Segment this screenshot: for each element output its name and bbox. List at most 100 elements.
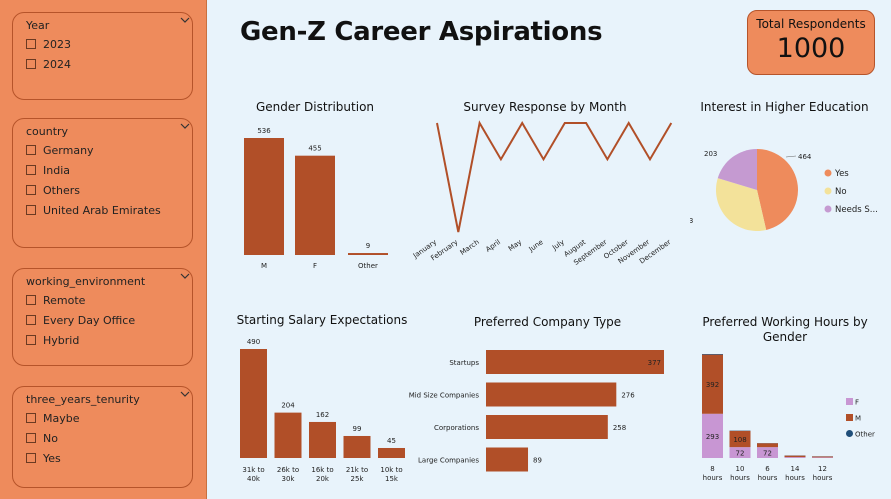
tick-label: Large Companies	[418, 457, 479, 465]
slicer-option-india[interactable]: India	[26, 160, 180, 180]
data-label: 293	[706, 433, 719, 441]
checkbox[interactable]	[26, 59, 36, 69]
data-label: 536	[257, 127, 271, 135]
data-label: 377	[648, 359, 661, 367]
chevron-down-icon[interactable]	[180, 272, 190, 280]
tick-label: Corporations	[434, 424, 479, 432]
data-label: 276	[621, 392, 635, 400]
slice-yes	[757, 149, 798, 230]
slicer-option-no[interactable]: No	[26, 428, 180, 448]
checkbox[interactable]	[26, 145, 36, 155]
data-label: 99	[353, 425, 362, 433]
option-label: United Arab Emirates	[43, 203, 161, 217]
working-hours-chart: 293 392 8 hours 72 108 10 hours 72 6 hours 14 hours 1…	[702, 354, 875, 482]
tick-label: 8 hours	[703, 465, 723, 482]
legend-marker	[824, 205, 832, 213]
salary-expectations-chart: 490 31k to 40k 204 26k to 30k 162 16k to 20k 99 21…	[240, 338, 405, 483]
checkbox[interactable]	[26, 185, 36, 195]
data-label: 203	[704, 150, 717, 158]
legend-label: M	[855, 415, 861, 423]
bar-6-hours-m	[757, 443, 778, 448]
data-label: 455	[308, 145, 321, 153]
kpi-card-total-respondents: Total Respondents 1000	[747, 10, 875, 75]
tick-label: April	[484, 238, 502, 254]
tick-label: 10k to 15k	[380, 466, 402, 483]
tick-label: F	[313, 262, 317, 270]
tick-label: Other	[358, 262, 378, 270]
slicer-option-others[interactable]: Others	[26, 180, 180, 200]
bar-10-hours-f	[729, 447, 751, 458]
checkbox[interactable]	[26, 413, 36, 423]
slicer-option-maybe[interactable]: Maybe	[26, 408, 180, 428]
option-label: India	[43, 163, 70, 177]
checkbox[interactable]	[26, 39, 36, 49]
slicer-title: country	[26, 125, 69, 138]
data-label: 490	[247, 338, 260, 346]
slicer-option-germany[interactable]: Germany	[26, 140, 180, 160]
slicer-option-yes[interactable]: Yes	[26, 448, 180, 468]
legend-marker	[824, 187, 832, 195]
tick-label: Startups	[449, 359, 479, 367]
checkbox[interactable]	[26, 433, 36, 443]
slicer-title: three_years_tenurity	[26, 393, 140, 406]
legend-label: Yes	[834, 169, 849, 179]
month-chart-title: Survey Response by Month	[463, 100, 627, 114]
slicer-option-2024[interactable]: 2024	[26, 54, 180, 74]
slicer-option-every-day-office[interactable]: Every Day Office	[26, 310, 180, 330]
bar-large-companies	[486, 447, 529, 472]
bar-other	[348, 253, 388, 255]
bar-12-hours-f	[812, 457, 833, 458]
bar-8-hours-f	[702, 413, 723, 458]
option-label: Others	[43, 183, 80, 197]
chevron-down-icon[interactable]	[180, 122, 190, 130]
slicer-option-hybrid[interactable]: Hybrid	[26, 330, 180, 350]
checkbox[interactable]	[26, 315, 36, 325]
checkbox[interactable]	[26, 453, 36, 463]
data-label: 204	[281, 402, 295, 410]
data-label: 72	[736, 450, 745, 458]
data-label: 258	[613, 424, 626, 432]
checkbox[interactable]	[26, 165, 36, 175]
checkbox[interactable]	[26, 205, 36, 215]
option-label: Yes	[43, 451, 61, 465]
slicer-option-2023[interactable]: 2023	[26, 34, 180, 54]
slicer-option-remote[interactable]: Remote	[26, 290, 180, 310]
tick-label: 14 hours	[785, 465, 805, 482]
bar-f	[295, 155, 335, 255]
data-label: 89	[533, 457, 542, 465]
education-chart-title: Interest in Higher Education	[700, 100, 869, 114]
chevron-down-icon[interactable]	[180, 390, 190, 398]
leader-line	[785, 155, 797, 158]
checkbox[interactable]	[26, 295, 36, 305]
data-label: 162	[316, 411, 329, 419]
tick-label: May	[507, 238, 523, 253]
company-chart-title: Preferred Company Type	[473, 315, 622, 329]
slicer-three-years-tenurity: three_years_tenurity Maybe No Yes	[12, 386, 193, 488]
series-line	[436, 120, 673, 233]
tick-label: 21k to 25k	[346, 466, 368, 483]
bar-corporations	[486, 415, 608, 439]
tick-label: 6 hours	[758, 465, 778, 482]
option-label: Germany	[43, 143, 94, 157]
bar-8-hours-other	[702, 354, 723, 355]
bar-14-hours-f	[784, 457, 806, 458]
checkbox[interactable]	[26, 335, 36, 345]
data-label: 45	[387, 437, 396, 445]
salary-chart-title: Starting Salary Expectations	[236, 313, 408, 327]
bar-26k-to-30k	[274, 412, 302, 458]
legend-label: F	[855, 399, 859, 407]
tick-label: March	[459, 238, 481, 257]
slicer-option-united-arab-emirates[interactable]: United Arab Emirates	[26, 200, 180, 220]
kpi-label: Total Respondents	[756, 17, 866, 31]
chevron-down-icon[interactable]	[180, 16, 190, 24]
bar-12-hours-m	[812, 456, 833, 458]
bar-14-hours-m	[784, 455, 806, 458]
bar-21k-to-25k	[343, 435, 371, 458]
company-type-chart: 377 Startups 276 Mid Size Companies 258 Corpo…	[409, 350, 664, 472]
higher-education-chart: 464 333 203 Yes No Needs S...	[690, 149, 878, 231]
slicer-country: country Germany India Others United Arab Emi…	[12, 118, 193, 248]
data-label: 464	[798, 153, 812, 161]
legend-marker	[846, 414, 853, 421]
option-label: No	[43, 431, 58, 445]
